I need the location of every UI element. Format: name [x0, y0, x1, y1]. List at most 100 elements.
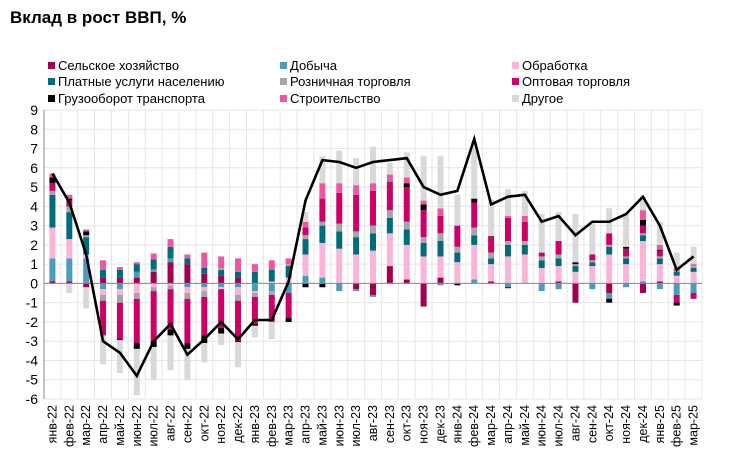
bar-segment-1	[285, 283, 292, 294]
y-tick-label: 1	[30, 256, 38, 272]
y-tick-label: 8	[30, 121, 38, 137]
bar-segment-2	[336, 248, 343, 284]
bar-segment-3	[420, 242, 427, 257]
bar-segment-4	[302, 235, 309, 240]
bar-segment-5	[251, 296, 258, 324]
y-tick-label: 4	[30, 198, 38, 214]
bar-segment-5	[49, 183, 56, 191]
bar-segment-4	[538, 256, 545, 261]
bar-segment-3	[589, 262, 596, 267]
bar-segment-5	[386, 183, 393, 211]
bar-segment-1	[555, 283, 562, 290]
bar-segment-2	[319, 242, 326, 278]
legend-swatch	[48, 62, 55, 69]
bar-segment-6	[572, 262, 579, 265]
bar-segment-5	[167, 289, 174, 330]
x-tick-label: апр-22	[96, 405, 110, 444]
bar-segment-6	[302, 283, 309, 288]
bar-segment-4	[639, 233, 646, 236]
x-tick-label: окт-22	[197, 405, 211, 441]
x-tick-label: май-23	[315, 405, 329, 446]
bar-segment-8	[690, 246, 697, 265]
bar-segment-0	[403, 279, 410, 284]
bar-segment-7	[386, 174, 393, 183]
bar-segment-5	[538, 252, 545, 257]
bar-segment-3	[49, 194, 56, 228]
bar-segment-4	[403, 221, 410, 230]
bar-segment-3	[572, 266, 579, 272]
bar-segment-8	[488, 199, 495, 237]
bar-segment-4	[589, 260, 596, 263]
x-tick-label: дек-24	[636, 405, 650, 443]
bar-segment-2	[572, 271, 579, 284]
bar-segment-7	[656, 244, 663, 250]
bar-segment-7	[150, 253, 157, 260]
bar-segment-7	[218, 256, 225, 268]
legend-label: Оптовая торговля	[522, 74, 631, 89]
bar-segment-2	[437, 256, 444, 278]
bar-segment-6	[488, 236, 495, 238]
bar-segment-4	[218, 267, 225, 270]
x-tick-label: мар-22	[79, 405, 93, 446]
y-tick-label: 3	[30, 218, 38, 234]
bar-segment-7	[66, 194, 73, 199]
bar-segment-5	[218, 289, 225, 328]
bar-segment-2	[167, 283, 174, 286]
bar-segment-0	[201, 273, 208, 284]
bar-segment-5	[319, 198, 326, 222]
y-tick-label: -5	[26, 372, 39, 388]
bar-segment-1	[83, 258, 90, 284]
bar-segment-7	[184, 254, 191, 259]
bar-segment-2	[386, 233, 393, 267]
bar-segment-6	[184, 343, 191, 349]
x-tick-label: июл-22	[147, 405, 161, 446]
bar-segment-2	[589, 266, 596, 284]
bar-segment-3	[673, 271, 680, 276]
legend-item: Сельское хозяйство	[48, 58, 179, 73]
bar-segment-8	[235, 342, 242, 368]
legend-label: Другое	[522, 91, 564, 106]
bar-segment-1	[150, 268, 157, 272]
bar-segment-3	[201, 267, 208, 274]
bar-segment-0	[555, 281, 562, 284]
bar-segment-4	[656, 256, 663, 259]
bar-segment-1	[471, 279, 478, 284]
bar-segment-3	[606, 246, 613, 255]
bar-segment-4	[454, 246, 461, 253]
bar-segment-7	[370, 183, 376, 191]
bar-segment-0	[639, 283, 646, 294]
bar-segment-0	[437, 277, 444, 284]
bar-segment-6	[386, 182, 393, 184]
chart-title: Вклад в рост ВВП, %	[10, 8, 187, 27]
bar-segment-4	[623, 256, 630, 259]
bar-segment-1	[100, 283, 107, 290]
bar-segment-4	[66, 206, 73, 213]
x-tick-label: июн-23	[332, 405, 346, 446]
bar-segment-8	[403, 152, 410, 178]
bar-segment-2	[420, 256, 427, 284]
legend-label: Обработка	[522, 58, 588, 73]
x-tick-label: апр-23	[299, 405, 313, 444]
bar-segment-6	[656, 249, 663, 251]
bar-segment-2	[49, 227, 56, 259]
legend-label: Платные услуги населению	[58, 74, 225, 89]
y-tick-label: -3	[26, 333, 39, 349]
bar-segment-3	[639, 235, 646, 242]
bar-segment-6	[116, 339, 123, 341]
x-tick-label: фев-24	[467, 405, 481, 447]
bar-segment-7	[268, 260, 275, 270]
bar-segment-6	[285, 318, 292, 322]
bar-segment-5	[437, 215, 444, 234]
x-tick-label: окт-23	[400, 405, 414, 441]
legend-item: Добыча	[280, 58, 337, 73]
bar-segment-6	[403, 183, 410, 188]
bar-segment-7	[639, 210, 646, 220]
x-tick-label: июн-24	[535, 405, 549, 446]
bar-segment-3	[353, 237, 360, 255]
y-tick-label: -6	[26, 391, 39, 407]
y-tick-label: 2	[30, 237, 38, 253]
x-tick-label: сен-23	[383, 405, 397, 443]
bar-segment-4	[606, 244, 613, 247]
bar-segment-0	[386, 266, 393, 284]
bar-segment-1	[353, 289, 360, 292]
